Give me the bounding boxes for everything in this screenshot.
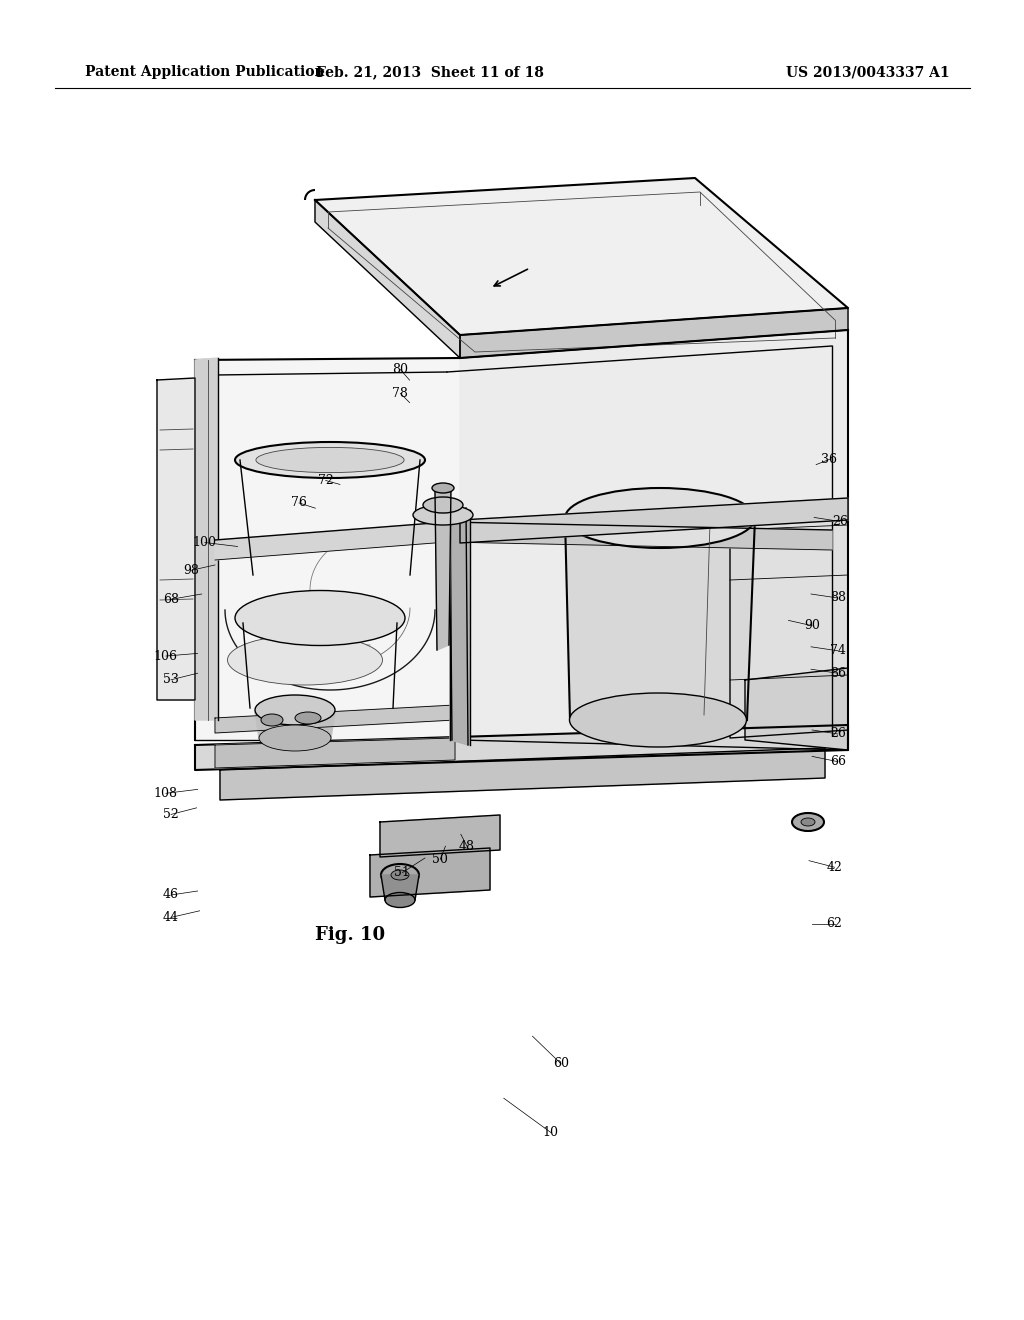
Text: 10: 10: [543, 1126, 559, 1139]
Text: 66: 66: [829, 755, 846, 768]
Text: 106: 106: [154, 649, 178, 663]
Ellipse shape: [295, 711, 321, 723]
Polygon shape: [380, 814, 500, 857]
Polygon shape: [450, 510, 470, 744]
Polygon shape: [315, 201, 460, 358]
Ellipse shape: [385, 892, 415, 908]
Text: 48: 48: [459, 840, 475, 853]
Ellipse shape: [234, 590, 406, 645]
Ellipse shape: [565, 488, 755, 548]
Polygon shape: [215, 738, 455, 768]
Text: 44: 44: [163, 911, 179, 924]
Text: 86: 86: [829, 667, 846, 680]
Polygon shape: [255, 711, 335, 738]
Text: 60: 60: [553, 1057, 569, 1071]
Text: 80: 80: [392, 363, 409, 376]
Polygon shape: [460, 308, 848, 358]
Text: 51: 51: [394, 866, 411, 879]
Text: 88: 88: [829, 591, 846, 605]
Polygon shape: [195, 358, 460, 741]
Polygon shape: [157, 378, 195, 700]
Ellipse shape: [227, 635, 383, 685]
Polygon shape: [195, 725, 848, 770]
Ellipse shape: [256, 447, 404, 473]
Polygon shape: [215, 705, 455, 733]
Polygon shape: [381, 875, 419, 900]
Ellipse shape: [792, 813, 824, 832]
Ellipse shape: [255, 696, 335, 725]
Text: 76: 76: [291, 496, 307, 510]
Polygon shape: [315, 178, 848, 335]
Polygon shape: [745, 668, 848, 750]
Text: 78: 78: [392, 387, 409, 400]
Ellipse shape: [391, 870, 409, 880]
Text: 108: 108: [154, 787, 178, 800]
Polygon shape: [565, 517, 755, 719]
Ellipse shape: [423, 498, 463, 513]
Polygon shape: [730, 506, 848, 738]
Polygon shape: [447, 521, 831, 550]
Ellipse shape: [413, 506, 473, 525]
Text: 46: 46: [163, 888, 179, 902]
Text: 98: 98: [183, 564, 200, 577]
Text: 100: 100: [193, 536, 217, 549]
Ellipse shape: [259, 725, 331, 751]
Polygon shape: [220, 748, 825, 800]
Polygon shape: [195, 358, 218, 719]
Text: 26: 26: [829, 727, 846, 741]
Text: 53: 53: [163, 673, 179, 686]
Text: 72: 72: [317, 474, 334, 487]
Text: 74: 74: [829, 644, 846, 657]
Polygon shape: [370, 847, 490, 898]
Text: 26: 26: [831, 515, 848, 528]
Polygon shape: [460, 498, 848, 543]
Ellipse shape: [381, 865, 419, 886]
Ellipse shape: [261, 714, 283, 726]
Ellipse shape: [234, 442, 425, 478]
Text: Feb. 21, 2013  Sheet 11 of 18: Feb. 21, 2013 Sheet 11 of 18: [316, 65, 544, 79]
Polygon shape: [450, 508, 468, 744]
Text: 90: 90: [804, 619, 820, 632]
Text: Fig. 10: Fig. 10: [315, 927, 385, 944]
Ellipse shape: [569, 693, 746, 747]
Text: 36: 36: [821, 453, 838, 466]
Text: Patent Application Publication: Patent Application Publication: [85, 65, 325, 79]
Text: 42: 42: [826, 861, 843, 874]
Text: US 2013/0043337 A1: US 2013/0043337 A1: [786, 65, 950, 79]
Text: 68: 68: [163, 593, 179, 606]
Text: 52: 52: [163, 808, 179, 821]
Ellipse shape: [432, 483, 454, 492]
Polygon shape: [215, 521, 447, 560]
Polygon shape: [435, 484, 451, 649]
Polygon shape: [460, 330, 848, 750]
Text: 62: 62: [826, 917, 843, 931]
Ellipse shape: [801, 818, 815, 826]
Text: 50: 50: [432, 853, 449, 866]
